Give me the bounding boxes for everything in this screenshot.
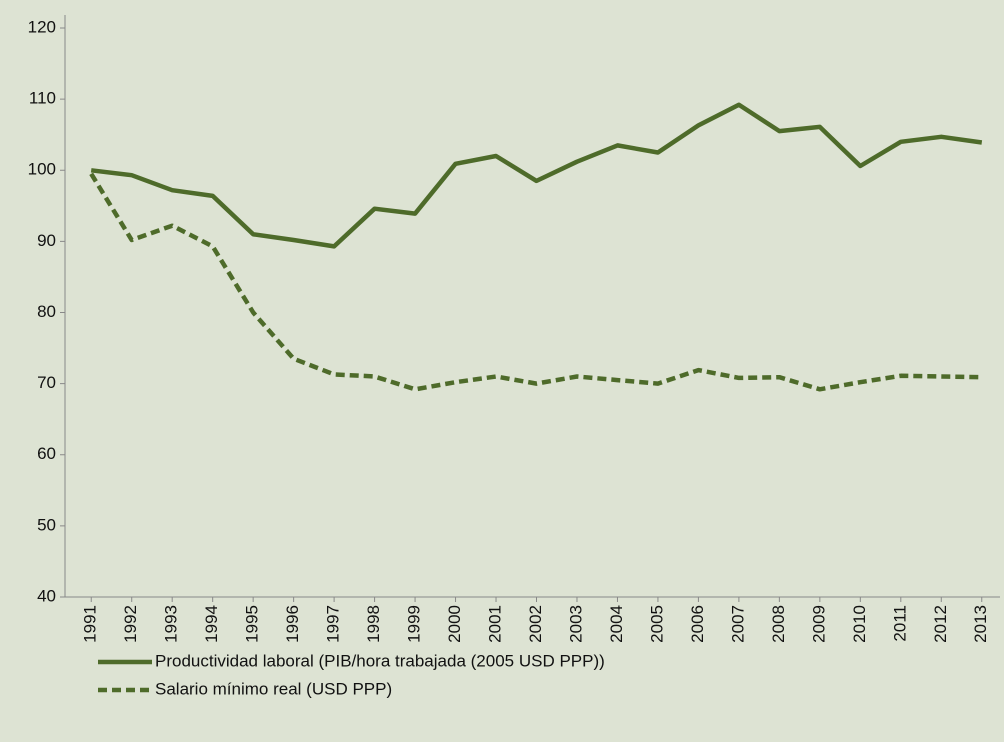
y-tick-label: 90 [37,231,56,250]
x-tick-label: 1992 [121,605,140,643]
x-tick-label: 1994 [202,605,221,643]
x-tick-label: 2001 [486,605,505,643]
y-tick-label: 70 [37,373,56,392]
x-tick-label: 1995 [243,605,262,643]
x-tick-label: 1993 [162,605,181,643]
y-tick-label: 80 [37,302,56,321]
x-tick-label: 2013 [971,605,990,643]
x-tick-label: 2012 [931,605,950,643]
y-tick-label: 50 [37,515,56,534]
x-tick-label: 2010 [850,605,869,643]
x-tick-label: 2011 [890,605,909,642]
x-tick-label: 2007 [728,605,747,643]
y-tick-label: 60 [37,444,56,463]
y-tick-label: 110 [29,89,56,108]
y-tick-label: 100 [28,160,56,179]
x-tick-label: 2005 [647,605,666,643]
x-tick-label: 1998 [364,605,383,643]
x-tick-label: 1999 [405,605,424,643]
x-tick-label: 2002 [526,605,545,643]
x-tick-label: 2000 [445,605,464,643]
x-tick-label: 1996 [283,605,302,643]
legend-label: Salario mínimo real (USD PPP) [155,679,392,698]
x-tick-label: 2006 [688,605,707,643]
series-line [89,172,982,392]
x-tick-label: 1991 [81,605,100,643]
series-line [90,102,983,249]
legend-label: Productividad laboral (PIB/hora trabajad… [155,651,605,670]
x-tick-label: 2009 [809,605,828,643]
x-tick-label: 2003 [566,605,585,643]
y-tick-label: 120 [28,17,56,36]
x-tick-label: 2008 [769,605,788,643]
x-tick-label: 2004 [607,605,626,643]
y-tick-label: 40 [37,586,56,605]
x-tick-label: 1997 [324,605,343,643]
